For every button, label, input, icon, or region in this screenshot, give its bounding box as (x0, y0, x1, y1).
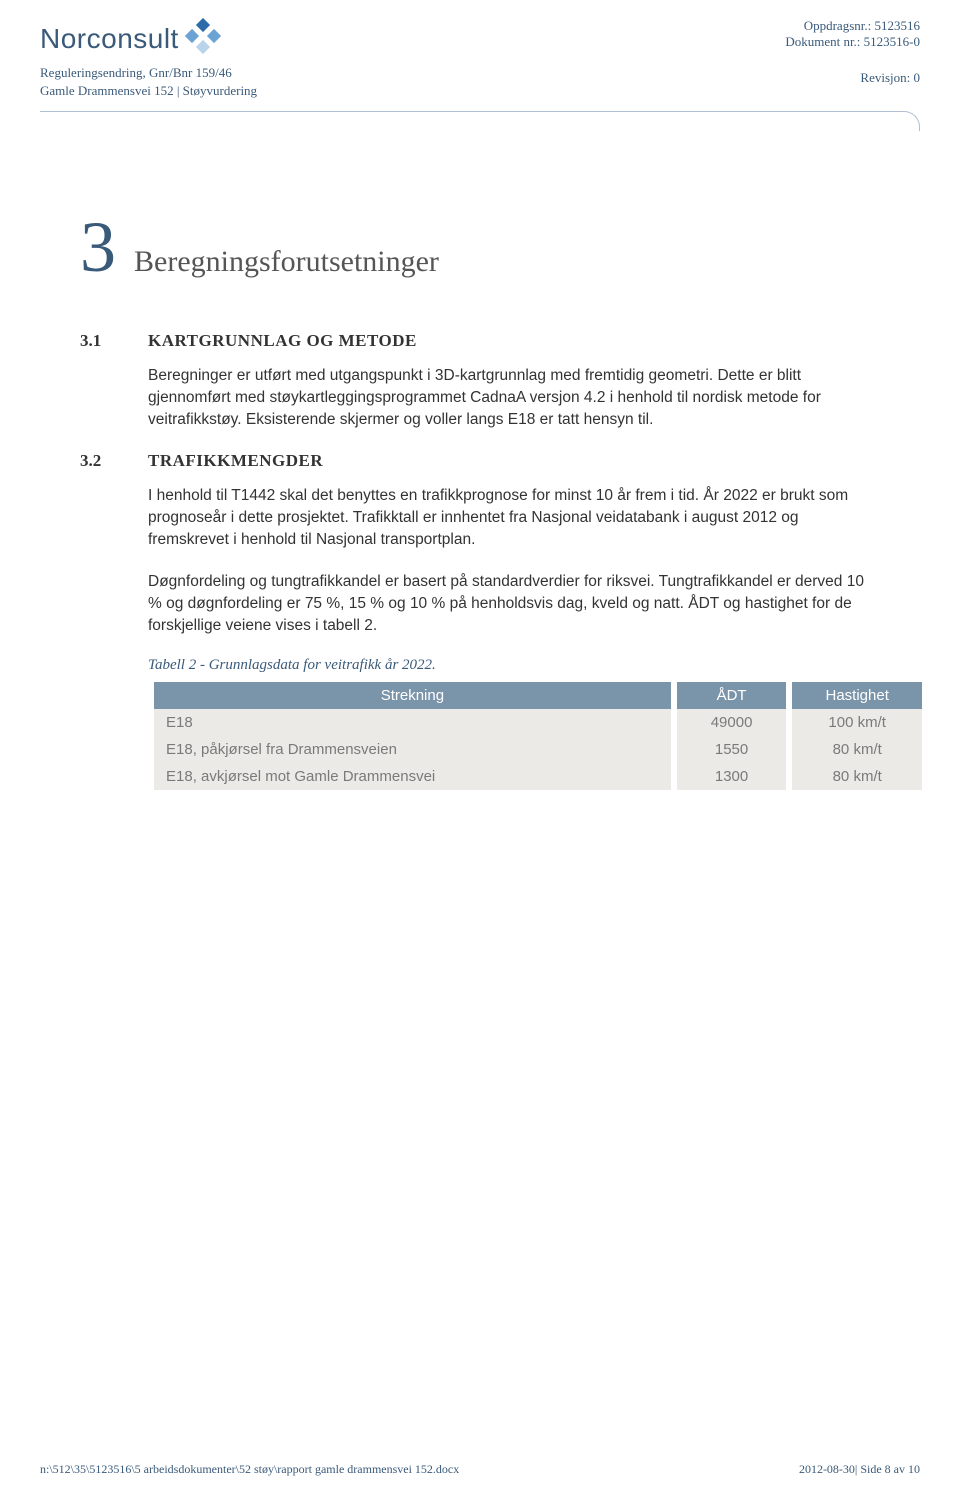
header-subtitle-1: Reguleringsendring, Gnr/Bnr 159/46 (40, 65, 785, 81)
header-subtitle-2: Gamle Drammensvei 152 | Støyvurdering (40, 83, 785, 99)
section-title: TRAFIKKMENGDER (148, 451, 323, 471)
table-row: E18, påkjørsel fra Drammensveien 1550 80… (154, 736, 922, 763)
chapter-title: Beregningsforutsetninger (134, 245, 439, 279)
col-strekning: Strekning (154, 682, 671, 709)
table-caption: Tabell 2 - Grunnlagsdata for veitrafikk … (148, 657, 880, 674)
page-content: 3 Beregningsforutsetninger 3.1 KARTGRUNN… (0, 131, 960, 790)
logo-text: Norconsult (40, 23, 179, 55)
cell-adt: 1300 (677, 763, 787, 790)
section-number: 3.1 (80, 331, 124, 351)
cell-hastighet: 80 km/t (792, 736, 922, 763)
cell-hastighet: 80 km/t (792, 763, 922, 790)
chapter-number: 3 (80, 211, 116, 283)
section-number: 3.2 (80, 451, 124, 471)
logo: Norconsult (40, 18, 785, 59)
table-row: E18, avkjørsel mot Gamle Drammensvei 130… (154, 763, 922, 790)
page-header: Norconsult Reguleringsendring, Gnr/Bnr 1… (0, 0, 960, 107)
cell-adt: 49000 (677, 709, 787, 736)
col-hastighet: Hastighet (792, 682, 922, 709)
header-left: Norconsult Reguleringsendring, Gnr/Bnr 1… (40, 18, 785, 99)
header-right: Oppdragsnr.: 5123516 Dokument nr.: 51235… (785, 18, 920, 99)
section-heading: 3.1 KARTGRUNNLAG OG METODE (80, 331, 880, 351)
body-paragraph: Beregninger er utført med utgangspunkt i… (148, 365, 880, 431)
cell-strekning: E18, påkjørsel fra Drammensveien (154, 736, 671, 763)
col-adt: ÅDT (677, 682, 787, 709)
chapter-heading: 3 Beregningsforutsetninger (80, 211, 880, 283)
header-rule (40, 111, 920, 131)
body-paragraph: I henhold til T1442 skal det benyttes en… (148, 485, 880, 551)
cell-adt: 1550 (677, 736, 787, 763)
page-footer: n:\512\35\5123516\5 arbeidsdokumenter\52… (40, 1462, 920, 1477)
revisjon: Revisjon: 0 (785, 70, 920, 86)
section-heading: 3.2 TRAFIKKMENGDER (80, 451, 880, 471)
dokumentnr: Dokument nr.: 5123516-0 (785, 34, 920, 50)
norconsult-logo-icon (185, 18, 221, 59)
body-paragraph: Døgnfordeling og tungtrafikkandel er bas… (148, 571, 880, 637)
footer-page: 2012-08-30| Side 8 av 10 (799, 1462, 920, 1477)
table-row: E18 49000 100 km/t (154, 709, 922, 736)
section-title: KARTGRUNNLAG OG METODE (148, 331, 417, 351)
cell-hastighet: 100 km/t (792, 709, 922, 736)
table-header-row: Strekning ÅDT Hastighet (154, 682, 922, 709)
cell-strekning: E18, avkjørsel mot Gamle Drammensvei (154, 763, 671, 790)
footer-path: n:\512\35\5123516\5 arbeidsdokumenter\52… (40, 1462, 459, 1477)
oppdragsnr: Oppdragsnr.: 5123516 (785, 18, 920, 34)
cell-strekning: E18 (154, 709, 671, 736)
traffic-table: Strekning ÅDT Hastighet E18 49000 100 km… (148, 682, 928, 790)
